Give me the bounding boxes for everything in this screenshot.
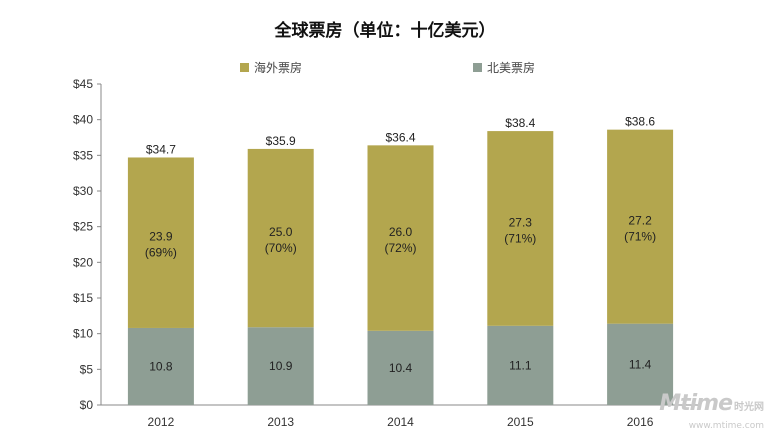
y-tick-label: $20 bbox=[73, 255, 93, 269]
y-tick-label: $45 bbox=[73, 77, 93, 91]
data-label-north-america: 10.4 bbox=[389, 361, 413, 375]
data-label-overseas-share: (71%) bbox=[624, 230, 656, 244]
chart-title: 全球票房（单位：十亿美元） bbox=[274, 21, 496, 41]
data-label-north-america: 10.8 bbox=[149, 359, 173, 373]
legend-swatch bbox=[240, 63, 249, 72]
data-label-overseas: 26.0 bbox=[389, 225, 413, 239]
bar-segment-overseas bbox=[247, 148, 314, 328]
y-tick-label: $15 bbox=[73, 291, 93, 305]
bar-segment-overseas bbox=[607, 129, 674, 324]
data-label-total: $36.4 bbox=[385, 130, 415, 144]
y-tick-label: $5 bbox=[80, 362, 94, 376]
data-label-overseas: 23.9 bbox=[149, 230, 173, 244]
data-label-overseas-share: (70%) bbox=[265, 241, 297, 255]
y-tick-label: $0 bbox=[80, 398, 94, 412]
data-label-total: $38.6 bbox=[625, 115, 655, 129]
legend-label: 北美票房 bbox=[487, 60, 535, 75]
watermark: Mtime 时光网 www.mtime.com bbox=[659, 393, 764, 431]
x-tick-label: 2016 bbox=[627, 415, 654, 429]
bar-segment-overseas bbox=[367, 145, 434, 331]
y-tick-label: $10 bbox=[73, 327, 93, 341]
data-label-overseas-share: (69%) bbox=[145, 246, 177, 260]
bar-segment-north-america bbox=[247, 327, 314, 405]
data-label-overseas: 27.3 bbox=[509, 215, 533, 229]
watermark-brand: 时光网 bbox=[734, 402, 764, 413]
x-tick-label: 2015 bbox=[507, 415, 534, 429]
y-tick-label: $40 bbox=[73, 113, 93, 127]
data-label-north-america: 11.4 bbox=[629, 357, 652, 371]
legend-swatch bbox=[473, 63, 482, 72]
data-label-overseas-share: (72%) bbox=[384, 241, 416, 255]
data-label-total: $35.9 bbox=[266, 134, 296, 148]
watermark-url: www.mtime.com bbox=[688, 421, 764, 431]
data-label-north-america: 10.9 bbox=[269, 359, 293, 373]
data-label-total: $34.7 bbox=[146, 142, 176, 156]
y-tick-label: $30 bbox=[73, 184, 93, 198]
watermark-logo: Mtime bbox=[659, 391, 733, 416]
y-tick-label: $35 bbox=[73, 148, 93, 162]
data-label-overseas: 25.0 bbox=[269, 225, 293, 239]
bar-segment-north-america bbox=[487, 325, 554, 405]
data-label-overseas-share: (71%) bbox=[504, 231, 536, 245]
bar-segment-north-america bbox=[607, 323, 674, 405]
x-tick-label: 2013 bbox=[267, 415, 294, 429]
bar-segment-overseas bbox=[487, 131, 554, 326]
x-tick-label: 2014 bbox=[387, 415, 414, 429]
bar-segment-north-america bbox=[127, 327, 194, 405]
y-tick-label: $25 bbox=[73, 220, 93, 234]
bar-segment-north-america bbox=[367, 330, 434, 405]
legend-label: 海外票房 bbox=[254, 60, 302, 75]
data-label-overseas: 27.2 bbox=[628, 214, 652, 228]
data-label-total: $38.4 bbox=[505, 116, 535, 130]
bar-segment-overseas bbox=[127, 157, 194, 328]
data-label-north-america: 11.1 bbox=[509, 358, 532, 372]
x-tick-label: 2012 bbox=[148, 415, 175, 429]
